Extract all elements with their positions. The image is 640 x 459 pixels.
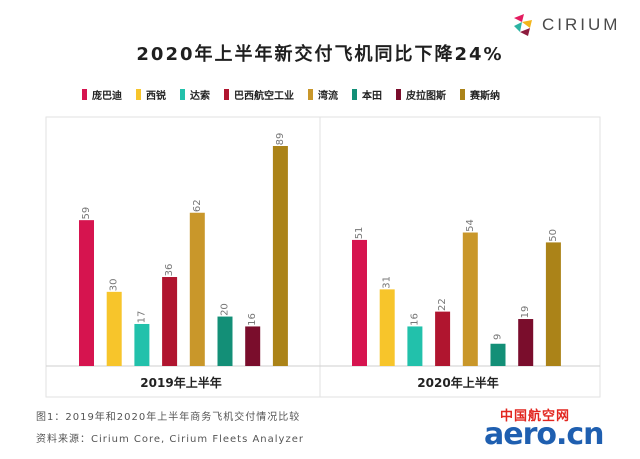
- bar: [189, 212, 205, 366]
- data-label: 50: [548, 229, 559, 242]
- data-label: 59: [81, 207, 92, 220]
- bar: [79, 220, 94, 366]
- legend-swatch: [82, 89, 87, 100]
- figure-caption: 图1：2019年和2020年上半年商务飞机交付情况比较: [36, 412, 301, 423]
- bar: [217, 316, 233, 366]
- bar: [272, 146, 288, 366]
- brand: CIRIUM: [510, 12, 620, 38]
- legend-swatch: [460, 89, 465, 100]
- bar: [352, 239, 367, 366]
- bar: [435, 311, 451, 366]
- bar: [407, 326, 423, 366]
- bar: [545, 242, 561, 366]
- data-label: 51: [354, 227, 365, 240]
- brand-name: CIRIUM: [542, 15, 621, 34]
- data-label: 19: [520, 306, 531, 319]
- data-label: 54: [465, 219, 476, 232]
- data-label: 22: [437, 298, 448, 311]
- legend-item: 西锐: [136, 87, 166, 102]
- bar: [245, 326, 261, 366]
- bar: [162, 277, 178, 366]
- bar: [379, 289, 395, 366]
- legend-swatch: [180, 89, 185, 100]
- legend-swatch: [396, 89, 401, 100]
- legend-item: 赛斯纳: [460, 87, 500, 102]
- legend-item: 达索: [180, 87, 210, 102]
- aero-cn-watermark: 中国航空网 aero.cn: [484, 405, 634, 453]
- source-caption: 资料来源：Cirium Core, Cirium Fleets Analyzer: [36, 434, 304, 445]
- legend-item: 巴西航空工业: [224, 87, 294, 102]
- legend-label: 赛斯纳: [470, 91, 500, 102]
- category-label: 2019年上半年: [140, 375, 221, 390]
- legend-item: 湾流: [308, 87, 338, 102]
- legend-swatch: [224, 89, 229, 100]
- bar: [134, 323, 150, 366]
- legend-swatch: [352, 89, 357, 100]
- legend-label: 本田: [362, 91, 382, 102]
- legend-swatch: [308, 89, 313, 100]
- data-label: 30: [109, 278, 120, 291]
- legend-swatch: [136, 89, 141, 100]
- bar: [518, 319, 534, 366]
- category-label: 2020年上半年: [417, 375, 498, 390]
- legend-label: 湾流: [318, 91, 338, 102]
- data-label: 20: [220, 303, 231, 316]
- data-label: 89: [275, 133, 286, 146]
- legend-label: 皮拉图斯: [406, 91, 446, 102]
- data-label: 17: [136, 311, 147, 324]
- legend-label: 达索: [190, 91, 210, 102]
- legend-item: 庞巴迪: [82, 87, 122, 102]
- data-label: 16: [247, 313, 258, 326]
- cirium-logo-icon: [514, 14, 532, 36]
- chart-title: 2020年上半年新交付飞机同比下降24%: [136, 44, 504, 65]
- legend-label: 巴西航空工业: [234, 91, 294, 102]
- data-label: 36: [164, 264, 175, 277]
- legend-item: 皮拉图斯: [396, 87, 446, 102]
- legend-label: 庞巴迪: [92, 91, 122, 102]
- watermark-en: aero.cn: [484, 417, 605, 452]
- bar: [462, 232, 478, 366]
- legend-item: 本田: [352, 87, 382, 102]
- bar: [490, 343, 506, 366]
- chart-legend: 庞巴迪 西锐 达索 巴西航空工业 湾流 本田 皮拉图斯 赛斯纳: [82, 87, 514, 102]
- legend-label: 西锐: [146, 91, 166, 102]
- data-label: 31: [382, 276, 393, 289]
- data-label: 62: [192, 199, 203, 212]
- bar: [106, 291, 122, 366]
- plot-frame: [45, 116, 601, 398]
- watermark-cn: 中国航空网: [500, 409, 571, 424]
- data-label: 9: [493, 334, 504, 340]
- data-label: 16: [409, 313, 420, 326]
